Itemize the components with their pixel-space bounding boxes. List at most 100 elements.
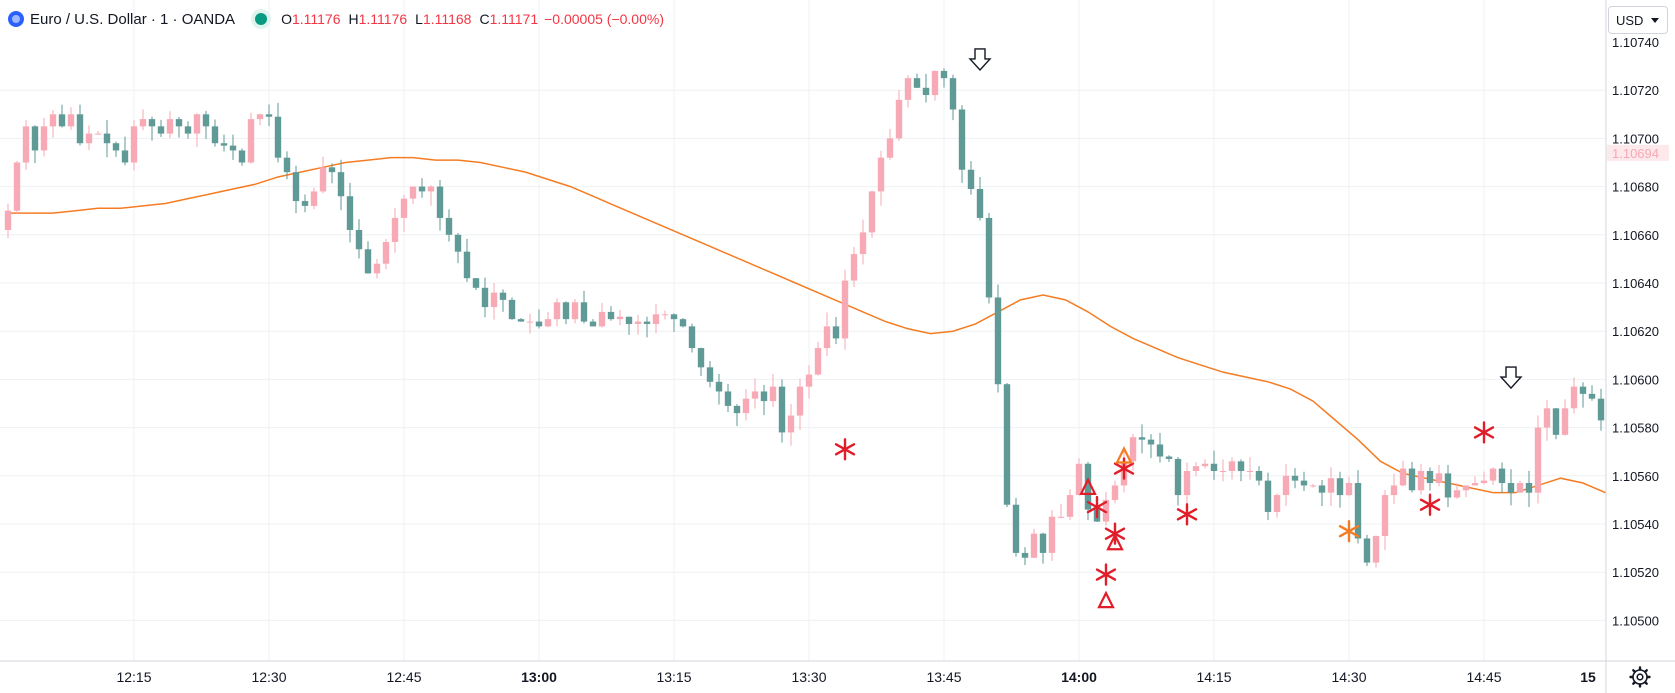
- chevron-down-icon: [1651, 18, 1659, 23]
- candle-up: [1075, 463, 1083, 496]
- candle-up: [409, 186, 417, 199]
- candle-up: [1390, 485, 1398, 496]
- candle-up: [931, 70, 939, 96]
- asterisk-signal-icon: [1095, 563, 1117, 586]
- candle-up: [310, 191, 318, 206]
- candle-up: [1111, 485, 1119, 500]
- candle-down: [1039, 533, 1047, 553]
- candle-up: [769, 386, 777, 402]
- candle-up: [1534, 427, 1542, 493]
- x-tick-label: 14:45: [1466, 669, 1501, 685]
- candle-down: [1354, 483, 1362, 539]
- ohlc-open-value: 1.11176: [291, 11, 341, 27]
- candle-up: [1489, 468, 1497, 481]
- x-tick-label: 12:45: [386, 669, 421, 685]
- x-tick-label: 13:15: [656, 669, 691, 685]
- candle-up: [1561, 408, 1569, 435]
- candle-down: [346, 196, 354, 230]
- candle-down: [1174, 458, 1182, 496]
- candle-up: [166, 119, 174, 134]
- candle-down: [1444, 473, 1452, 498]
- ohlc-low-key: L: [415, 11, 423, 27]
- candle-down: [1363, 538, 1371, 563]
- asterisk-signal-icon: [1176, 503, 1198, 526]
- candle-up: [544, 319, 552, 327]
- candle-down: [508, 299, 516, 320]
- ohlc-close-key: C: [479, 11, 490, 27]
- symbol-title[interactable]: Euro / U.S. Dollar · 1 · OANDA: [30, 10, 236, 28]
- candle-up: [1543, 408, 1551, 428]
- candle-down: [499, 292, 507, 300]
- y-tick-label: 1.10540: [1612, 517, 1659, 532]
- candle-up: [598, 311, 606, 327]
- candle-down: [238, 150, 246, 163]
- candle-up: [859, 232, 867, 255]
- candle-down: [1210, 463, 1218, 471]
- candle-down: [283, 157, 291, 173]
- candle-down: [112, 143, 120, 151]
- market-status-icon[interactable]: [255, 13, 268, 25]
- candle-down: [274, 116, 282, 158]
- x-tick-label: 14:15: [1196, 669, 1231, 685]
- candle-up: [1102, 499, 1110, 522]
- ohlc-high-key: H: [348, 11, 359, 27]
- candle-down: [445, 217, 453, 235]
- candle-down: [967, 169, 975, 190]
- y-tick-label: 1.10640: [1612, 276, 1659, 291]
- ohlc-close-value: 1.11171: [489, 11, 539, 27]
- candle-down: [949, 78, 957, 110]
- candle-down: [436, 186, 444, 218]
- candle-up: [787, 415, 795, 433]
- candle-down: [733, 405, 741, 414]
- currency-label: USD: [1616, 12, 1644, 28]
- asterisk-stroke: [834, 443, 856, 456]
- candle-up: [850, 254, 858, 281]
- candle-up: [1246, 470, 1254, 472]
- candle-up: [1345, 483, 1353, 496]
- candle-down: [589, 321, 597, 327]
- candle-down: [778, 386, 786, 433]
- y-tick-label: 1.10560: [1612, 469, 1659, 484]
- y-tick-label: 1.10720: [1612, 83, 1659, 98]
- candle-down: [1255, 470, 1263, 481]
- candle-down: [265, 114, 273, 117]
- currency-selector[interactable]: USD: [1608, 6, 1668, 34]
- candle-up: [1066, 495, 1074, 517]
- candle-down: [1291, 475, 1299, 481]
- asterisk-signal-icon: [1473, 421, 1495, 444]
- candle-down: [562, 302, 570, 320]
- candle-up: [1048, 516, 1056, 553]
- asterisk-stroke: [1113, 462, 1135, 475]
- candle-down: [1525, 483, 1533, 493]
- settings-gear-icon[interactable]: [1629, 666, 1651, 688]
- triangle-signal-icon: [1079, 477, 1097, 495]
- candle-up: [1570, 386, 1578, 409]
- candle-up: [571, 302, 579, 320]
- candle-down: [418, 186, 426, 192]
- candle-down: [157, 126, 165, 134]
- candle-up: [1309, 485, 1317, 487]
- candle-down: [1579, 386, 1587, 394]
- candle-down: [121, 150, 129, 163]
- candle-down: [670, 314, 678, 320]
- candle-down: [1318, 485, 1326, 493]
- candle-down: [229, 145, 237, 151]
- candle-up: [751, 391, 759, 399]
- candle-down: [364, 249, 372, 274]
- candle-up: [1435, 473, 1443, 484]
- moving-average-layer: [8, 156, 1606, 494]
- y-tick-label: 1.10660: [1612, 228, 1659, 243]
- candle-down: [1021, 552, 1029, 558]
- candle-up: [49, 114, 57, 127]
- candle-up: [193, 114, 201, 134]
- candle-up: [1462, 485, 1470, 491]
- candle-down: [292, 172, 300, 202]
- candle-up: [1471, 483, 1479, 486]
- candle-down: [985, 217, 993, 298]
- candle-down: [454, 234, 462, 252]
- candle-down: [535, 321, 543, 327]
- candle-down: [463, 251, 471, 279]
- chart-grid: [0, 0, 1606, 661]
- exchange-logo-icon: [8, 11, 24, 27]
